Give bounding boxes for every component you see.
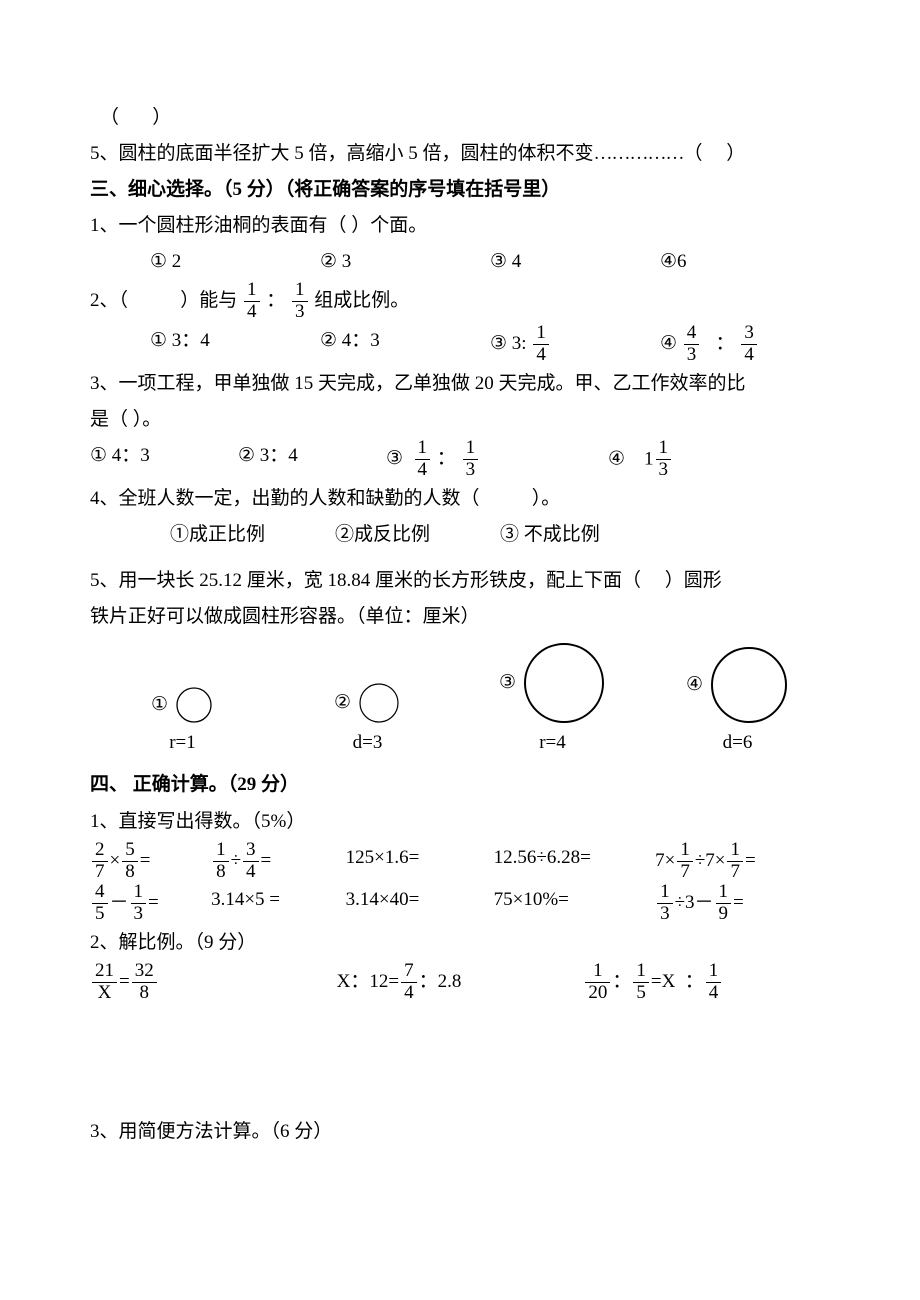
mc-q2-opt2[interactable]: ② 4：3: [320, 323, 490, 366]
mc-q1-opt3[interactable]: ③ 4: [490, 244, 660, 280]
mc-q1-stem: 1、一个圆柱形油桐的表面有（ ）个面。: [90, 208, 830, 244]
circle-label: r=4: [539, 725, 566, 761]
tf-q5-paren[interactable]: （ ）: [684, 143, 746, 164]
mc-q5: 5、用一块长 25.12 厘米，宽 18.84 厘米的长方形铁皮，配上下面（ ）…: [90, 563, 830, 761]
circle-label: r=1: [169, 725, 196, 761]
option-number: ④: [686, 667, 703, 703]
mc-q4-stem: 4、全班人数一定，出勤的人数和缺勤的人数（ ）。: [90, 481, 830, 517]
calc-q1-row2: 45－13= 3.14×5 = 3.14×40= 75×10%= 13÷3－19…: [90, 882, 830, 925]
section-4-title: 四、 正确计算。（29 分）: [90, 767, 830, 803]
mc-q2-opt3[interactable]: ③ 3: 14: [490, 323, 660, 366]
mc-q3-opt4[interactable]: ④ 113: [608, 438, 830, 481]
circle-label: d=3: [353, 725, 383, 761]
prev-question-tail: （ ）: [100, 100, 830, 136]
mc-q4-opt2[interactable]: ②成反比例: [335, 517, 500, 553]
mc-q2-opt4[interactable]: ④ 43 ： 34: [660, 323, 830, 366]
mc-q2-stem: 2、（ ）能与 14 ： 13 组成比例。: [90, 280, 830, 323]
mc-q5-stem1: 5、用一块长 25.12 厘米，宽 18.84 厘米的长方形铁皮，配上下面（ ）…: [90, 563, 830, 599]
mc-q3-opt1[interactable]: ① 4：3: [90, 438, 238, 481]
circle-icon: [357, 681, 401, 725]
mc-q4: 4、全班人数一定，出勤的人数和缺勤的人数（ ）。 ①成正比例 ②成反比例 ③ 不…: [90, 481, 830, 553]
option-number: ②: [334, 685, 351, 721]
calc-q1-header: 1、直接写出得数。（5%）: [90, 804, 830, 840]
calc-q2-header: 2、解比例。（9 分）: [90, 925, 830, 961]
calc-q3-header: 3、用简便方法计算。（6 分）: [90, 1114, 830, 1150]
mc-q3: 3、一项工程，甲单独做 15 天完成，乙单独做 20 天完成。甲、乙工作效率的比…: [90, 366, 830, 481]
circle-icon: [709, 645, 789, 725]
calc-q2: 2、解比例。（9 分） 21X=328 X：12=74：2.8 120：15=X…: [90, 925, 830, 1004]
mc-q5-stem2: 铁片正好可以做成圆柱形容器。（单位：厘米）: [90, 599, 830, 635]
mc-q1: 1、一个圆柱形油桐的表面有（ ）个面。 ① 2 ② 3 ③ 4 ④6: [90, 208, 830, 280]
mc-q5-opt4[interactable]: ④ d=6: [645, 645, 830, 761]
mc-q5-opt2[interactable]: ②d=3: [275, 681, 460, 761]
option-number: ①: [151, 687, 168, 723]
option-number: ③: [499, 665, 516, 701]
mc-q5-opt3[interactable]: ③ r=4: [460, 641, 645, 761]
tf-q5: 5、圆柱的底面半径扩大 5 倍，高缩小 5 倍，圆柱的体积不变……………（ ）: [90, 136, 830, 172]
mc-q2-opt1[interactable]: ① 3：4: [150, 323, 320, 366]
calc-q1: 1、直接写出得数。（5%） 27×58= 18÷34= 125×1.6= 12.…: [90, 804, 830, 926]
mc-q2: 2、（ ）能与 14 ： 13 组成比例。 ① 3：4 ② 4：3 ③ 3: 1…: [90, 280, 830, 366]
circle-label: d=6: [723, 725, 753, 761]
mc-q1-opt1[interactable]: ① 2: [150, 244, 320, 280]
calc-q1-row1: 27×58= 18÷34= 125×1.6= 12.56÷6.28= 7×17÷…: [90, 840, 830, 883]
mc-q4-opt3[interactable]: ③ 不成比例: [500, 517, 665, 553]
circle-icon: [174, 685, 214, 725]
mc-q3-opt3[interactable]: ③ 14 ： 13: [386, 438, 608, 481]
mc-q4-opt1[interactable]: ①成正比例: [170, 517, 335, 553]
mc-q3-opt2[interactable]: ② 3：4: [238, 438, 386, 481]
mc-q1-opt2[interactable]: ② 3: [320, 244, 490, 280]
mc-q3-stem2: 是（ ）。: [90, 402, 830, 438]
section-3-title: 三、细心选择。（5 分）（将正确答案的序号填在括号里）: [90, 172, 830, 208]
mc-q1-opt4[interactable]: ④6: [660, 244, 830, 280]
mc-q3-stem1: 3、一项工程，甲单独做 15 天完成，乙单独做 20 天完成。甲、乙工作效率的比: [90, 366, 830, 402]
mc-q5-opt1[interactable]: ①r=1: [90, 685, 275, 761]
circle-icon: [522, 641, 606, 725]
